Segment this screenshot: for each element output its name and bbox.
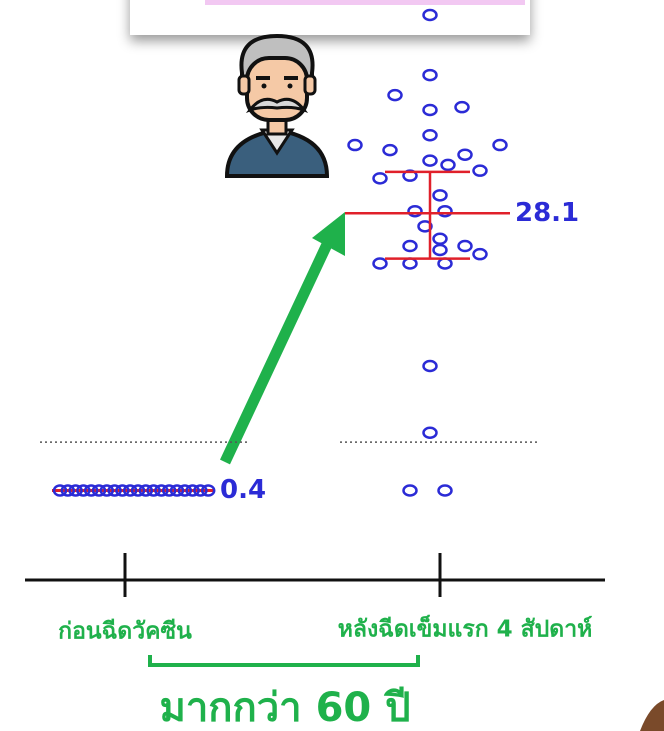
top-card [130,0,530,35]
data-point [454,100,470,114]
data-point [407,204,423,218]
data-point [472,164,488,177]
data-point [146,484,161,497]
data-point [154,484,169,497]
data-point [422,154,438,167]
data-point [83,484,99,497]
x-label: ก่อนฉีดวัคซีน [58,619,192,645]
data-point [161,484,177,497]
data-point [422,68,438,82]
data-point [347,138,363,152]
bracket [148,655,420,667]
data-point [387,88,403,102]
data-point [372,172,388,185]
x-label: หลังฉีดเข็มแรก 4 สัปดาห์ [338,614,593,643]
data-point [402,257,418,270]
data-point [107,484,122,497]
elderly-icon [224,33,330,178]
data-point [177,484,193,497]
data-point [422,128,438,142]
data-point [402,239,418,253]
data-point [193,484,208,497]
data-point [422,359,438,373]
corner-decoration [640,700,664,731]
data-point [422,103,438,117]
data-point [440,158,456,172]
data-point [432,189,448,202]
data-point [402,484,418,497]
data-point [99,484,115,497]
data-point [472,247,488,261]
data-point [432,232,448,246]
data-point [437,204,453,218]
data-point [130,484,146,497]
data-point [122,484,138,497]
data-point [457,148,473,161]
data-point [432,243,448,257]
median-label: 28.1 [515,198,579,228]
data-point [200,484,216,497]
data-point [422,8,438,22]
data-point [76,484,91,497]
data-point [68,484,83,497]
data-point [60,484,76,497]
data-point [185,484,200,497]
median-label: 0.4 [220,475,266,505]
arrow-head [312,212,345,256]
data-point [437,257,453,270]
data-point [169,484,185,497]
group-label: มากกว่า 60 ปี [159,685,410,731]
data-point [91,484,107,497]
data-point [372,257,388,270]
data-point [457,239,473,253]
data-point [115,484,130,497]
data-point [437,484,453,497]
data-point [382,143,398,157]
data-point [417,220,433,233]
data-point [422,426,438,439]
data-point [138,484,154,497]
data-point [52,484,68,497]
top-card-band [205,0,525,5]
arrow [220,235,335,465]
data-point [492,138,508,152]
